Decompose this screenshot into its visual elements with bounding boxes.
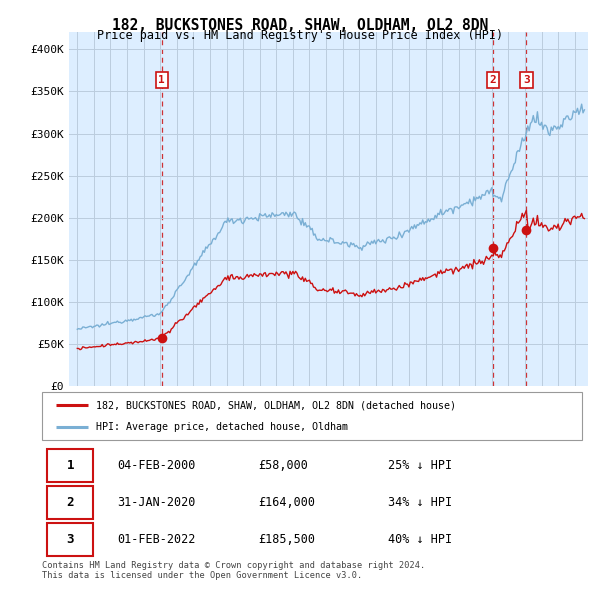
Text: 182, BUCKSTONES ROAD, SHAW, OLDHAM, OL2 8DN (detached house): 182, BUCKSTONES ROAD, SHAW, OLDHAM, OL2 … <box>96 400 456 410</box>
Text: £185,500: £185,500 <box>258 533 315 546</box>
Text: £58,000: £58,000 <box>258 459 308 472</box>
FancyBboxPatch shape <box>42 392 582 440</box>
Text: 3: 3 <box>523 76 530 85</box>
Text: £164,000: £164,000 <box>258 496 315 509</box>
Text: 04-FEB-2000: 04-FEB-2000 <box>118 459 196 472</box>
Text: HPI: Average price, detached house, Oldham: HPI: Average price, detached house, Oldh… <box>96 422 348 432</box>
Text: 40% ↓ HPI: 40% ↓ HPI <box>388 533 452 546</box>
Text: 3: 3 <box>67 533 74 546</box>
Text: Contains HM Land Registry data © Crown copyright and database right 2024.
This d: Contains HM Land Registry data © Crown c… <box>42 560 425 580</box>
Text: 1: 1 <box>67 459 74 472</box>
FancyBboxPatch shape <box>47 449 94 483</box>
Text: 31-JAN-2020: 31-JAN-2020 <box>118 496 196 509</box>
Text: Price paid vs. HM Land Registry's House Price Index (HPI): Price paid vs. HM Land Registry's House … <box>97 30 503 42</box>
FancyBboxPatch shape <box>47 523 94 556</box>
Text: 34% ↓ HPI: 34% ↓ HPI <box>388 496 452 509</box>
Text: 2: 2 <box>490 76 497 85</box>
Text: 01-FEB-2022: 01-FEB-2022 <box>118 533 196 546</box>
FancyBboxPatch shape <box>47 486 94 519</box>
Text: 2: 2 <box>67 496 74 509</box>
Text: 25% ↓ HPI: 25% ↓ HPI <box>388 459 452 472</box>
Text: 1: 1 <box>158 76 165 85</box>
Text: 182, BUCKSTONES ROAD, SHAW, OLDHAM, OL2 8DN: 182, BUCKSTONES ROAD, SHAW, OLDHAM, OL2 … <box>112 18 488 32</box>
